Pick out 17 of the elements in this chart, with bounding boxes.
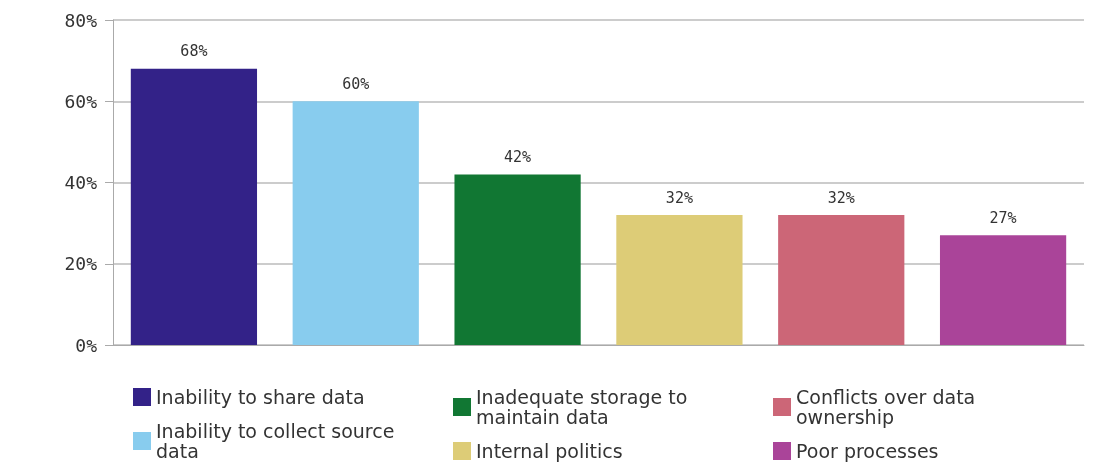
data-label: 68%	[180, 42, 208, 61]
data-label: 42%	[504, 147, 532, 166]
y-tick-label: 0%	[75, 334, 98, 356]
legend-label: Internal politics	[476, 440, 623, 462]
legend-label: Inability to share data	[156, 386, 365, 408]
y-tick-label: 60%	[64, 90, 98, 112]
data-label: 60%	[342, 74, 370, 93]
y-tick-label: 40%	[64, 172, 98, 193]
legend-label: Conflicts over data ownership	[796, 386, 982, 428]
data-label: 32%	[665, 188, 693, 207]
y-tick-label: 20%	[64, 253, 98, 275]
legend-label: Inadequate storage to maintain data	[476, 386, 694, 428]
legend-label: Poor processes	[796, 440, 939, 462]
data-label: 27%	[989, 208, 1017, 227]
data-label: 32%	[827, 188, 855, 207]
legend-label: Inability to collect source data	[156, 420, 401, 462]
y-tick-label: 80%	[64, 9, 98, 31]
